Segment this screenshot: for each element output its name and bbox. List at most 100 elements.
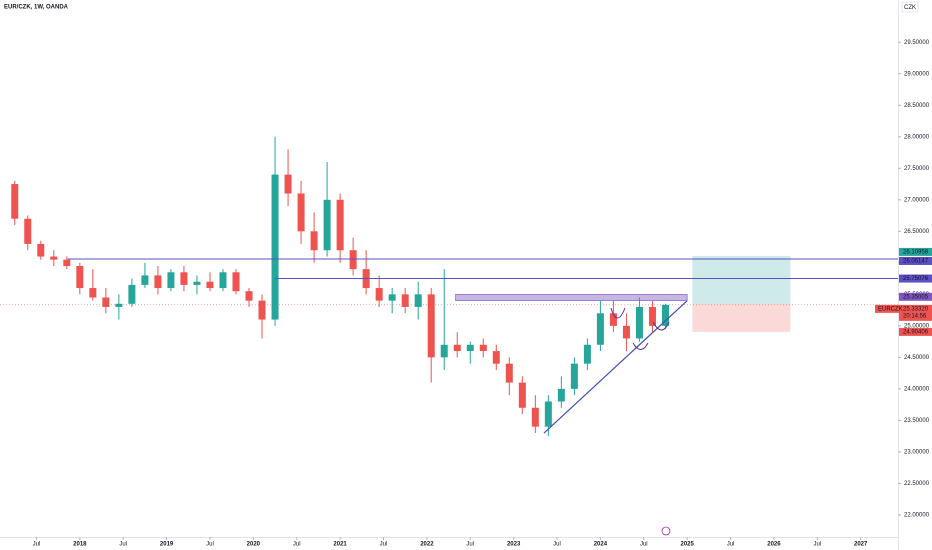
- x-tick-label: 2024: [594, 542, 608, 548]
- candle-body: [414, 294, 422, 307]
- x-tick-label: 2018: [73, 542, 87, 548]
- x-tick-label: 2026: [767, 542, 781, 548]
- x-tick-label: Jul: [33, 542, 41, 548]
- chart-title: EUR/CZK, 1W, OANDA: [4, 5, 69, 11]
- y-tick-label: 24.00000: [904, 386, 930, 392]
- candle-body: [557, 388, 565, 402]
- candle-body: [193, 281, 201, 285]
- target-tag: [899, 247, 932, 256]
- y-tick-label: 27.00000: [904, 197, 930, 203]
- candle-body: [427, 294, 435, 358]
- last-price-symbol: EURCZK: [878, 306, 903, 312]
- candle-body: [596, 313, 604, 345]
- candle-body: [531, 407, 539, 427]
- candle-body: [375, 288, 383, 301]
- x-tick-label: Jul: [119, 542, 127, 548]
- x-tick-label: Jul: [380, 542, 388, 548]
- candle-body: [258, 300, 266, 320]
- candle-body: [245, 291, 253, 301]
- position-profit: [692, 255, 791, 304]
- candle-body: [102, 297, 110, 307]
- candle-body: [570, 363, 578, 389]
- x-tick-label: 2025: [680, 542, 694, 548]
- target-label: 26.10958: [903, 249, 929, 255]
- last-price-label: 25.33320: [903, 306, 929, 312]
- candle-body: [128, 284, 136, 304]
- pattern-arc: [652, 321, 670, 331]
- candle-body: [440, 344, 448, 358]
- candle-body: [349, 250, 357, 270]
- level-tag: [899, 256, 932, 265]
- candle-body: [167, 272, 175, 289]
- candle-body: [115, 303, 123, 307]
- currency: CZK: [904, 5, 916, 11]
- currency-box: [901, 1, 919, 13]
- y-tick-label: 22.50000: [904, 481, 930, 487]
- y-tick-label: 23.00000: [904, 449, 930, 455]
- candle-body: [63, 259, 71, 266]
- candle-body: [492, 351, 500, 364]
- candle-body: [11, 184, 19, 219]
- candle-body: [37, 243, 45, 257]
- level-tag: [899, 274, 932, 283]
- candle-body: [271, 174, 279, 320]
- candle-body: [466, 344, 474, 352]
- candle-body: [401, 294, 409, 307]
- candle-body: [648, 306, 656, 326]
- y-tick-label: 29.50000: [904, 40, 930, 46]
- x-tick-label: 2023: [507, 542, 521, 548]
- level-label: 25.75076: [903, 276, 929, 282]
- x-tick-label: 2022: [420, 542, 434, 548]
- resistance-band: [455, 294, 688, 301]
- event-icon[interactable]: [661, 526, 671, 536]
- candle-body: [154, 275, 162, 289]
- x-tick-label: Jul: [206, 542, 214, 548]
- candle-body: [518, 382, 526, 408]
- candle-body: [50, 256, 58, 260]
- y-tick-label: 28.00000: [904, 134, 930, 140]
- symbol-tag: [875, 304, 899, 313]
- candle-body: [544, 401, 552, 427]
- x-tick-label: Jul: [293, 542, 301, 548]
- entry-label: 25.35005: [903, 294, 929, 300]
- x-tick-label: Jul: [813, 542, 821, 548]
- candle-body: [661, 304, 669, 326]
- candle-body: [609, 313, 617, 326]
- last-price-countdown: 20:14:56: [903, 313, 927, 319]
- position-loss: [692, 303, 791, 332]
- y-tick-label: 25.00000: [904, 323, 930, 329]
- y-tick-label: 23.50000: [904, 418, 930, 424]
- candle-body: [219, 272, 227, 289]
- x-tick-label: Jul: [466, 542, 474, 548]
- candle-body: [284, 174, 292, 194]
- candle-body: [76, 265, 84, 289]
- y-tick-label: 26.50000: [904, 229, 930, 235]
- last-price-tag: [899, 304, 932, 321]
- candle-body: [505, 363, 513, 383]
- x-tick-label: Jul: [640, 542, 648, 548]
- y-tick-label: 22.00000: [904, 513, 930, 519]
- pattern-arc: [610, 307, 626, 319]
- candle-body: [310, 231, 318, 251]
- y-tick-label: 24.50000: [904, 355, 930, 361]
- candle-body: [232, 272, 240, 292]
- candle-body: [388, 294, 396, 301]
- x-tick-label: 2027: [854, 542, 868, 548]
- candle-body: [323, 199, 331, 251]
- x-tick-label: 2020: [247, 542, 261, 548]
- x-tick-label: Jul: [553, 542, 561, 548]
- x-tick-label: 2019: [160, 542, 174, 548]
- candle-body: [206, 281, 214, 289]
- candle-body: [180, 272, 188, 285]
- x-tick-label: Jul: [727, 542, 735, 548]
- stop-tag: [899, 327, 932, 336]
- candle-body: [622, 325, 630, 339]
- trendline: [543, 300, 688, 434]
- candle-body: [24, 218, 32, 244]
- y-tick-label: 29.00000: [904, 71, 930, 77]
- level-label: 26.06147: [903, 259, 929, 265]
- candle-body: [89, 288, 97, 298]
